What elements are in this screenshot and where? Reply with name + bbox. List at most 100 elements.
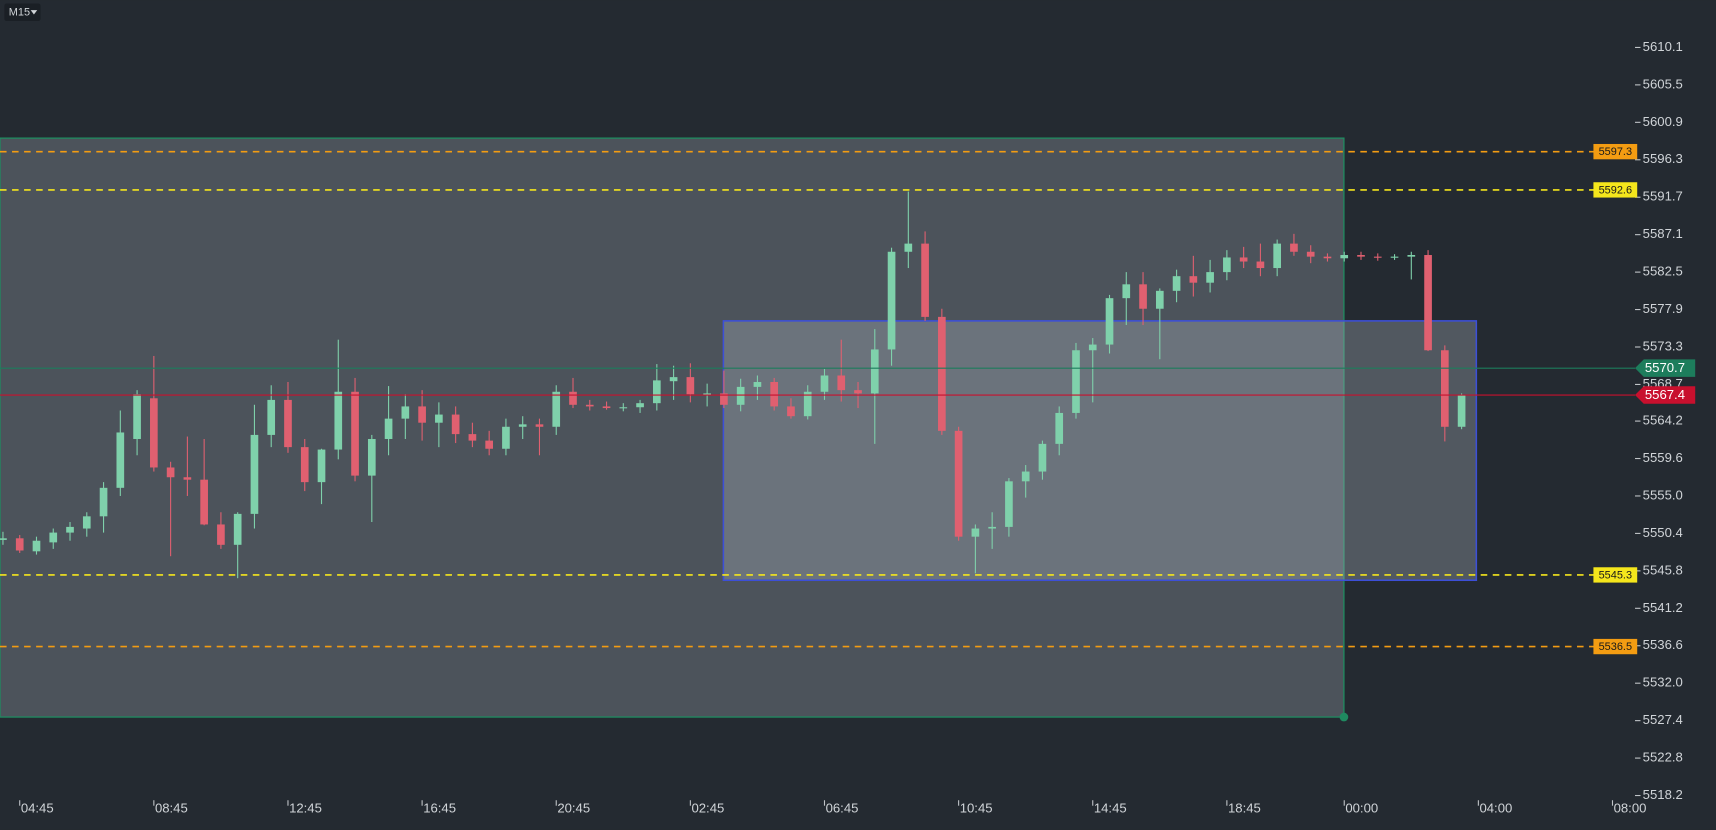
candle-body (787, 406, 795, 417)
x-tick-label: 04:00 (1479, 800, 1512, 815)
candle-body (686, 377, 695, 395)
candle-body (988, 526, 996, 529)
candle-body (669, 377, 678, 382)
y-tick-label: 5555.0 (1643, 487, 1683, 502)
candle-body (720, 393, 728, 405)
level-label-bg (1593, 182, 1638, 198)
x-tick-label: 20:45 (557, 800, 590, 815)
candle-body (1189, 276, 1198, 283)
price-marker-bg (1635, 359, 1696, 377)
candle-body (1206, 272, 1214, 283)
candle-body (904, 243, 913, 252)
candle-body (401, 406, 410, 419)
candle-body (585, 404, 594, 407)
candle-body (619, 407, 628, 409)
candle-body (233, 513, 242, 545)
y-tick-label: 5559.6 (1643, 450, 1683, 465)
candle-body (1105, 298, 1114, 345)
candle-body (334, 391, 343, 450)
candle-body (1323, 256, 1332, 259)
candle-body (703, 393, 711, 395)
y-tick-label: 5550.4 (1643, 525, 1683, 540)
candle-body (1172, 276, 1181, 291)
candle-body (0, 538, 7, 540)
candle-body (99, 487, 108, 517)
candle-body (1038, 443, 1047, 472)
candle-body (1139, 284, 1147, 309)
candle-body (636, 403, 644, 408)
candle-body (1290, 243, 1298, 252)
timeframe-button[interactable]: M15 (4, 3, 41, 22)
candle-body (1407, 255, 1416, 257)
x-tick-label: 12:45 (289, 800, 322, 815)
x-tick-label: 04:45 (21, 800, 54, 815)
candle-body (887, 251, 896, 350)
candle-body (652, 380, 661, 404)
candle-body (183, 477, 192, 480)
y-tick-label: 5573.3 (1643, 338, 1683, 353)
x-tick-label: 00:00 (1345, 800, 1378, 815)
y-tick-label: 5545.8 (1643, 562, 1683, 577)
candle-body (15, 538, 24, 551)
dropdown-arrow[interactable] (30, 10, 38, 15)
candle-body (317, 449, 326, 483)
level-label: 5545.3 (1599, 569, 1632, 581)
candle-body (1223, 257, 1231, 273)
candle-body (552, 391, 561, 427)
candle-body (267, 399, 276, 435)
candle-body (938, 316, 946, 431)
y-tick-label: 5527.4 (1643, 712, 1683, 727)
candle-body (854, 390, 862, 394)
candle-body (468, 434, 477, 441)
candle-body (803, 391, 812, 417)
candle-body (200, 479, 208, 525)
candle-body (250, 434, 259, 514)
candle-body (770, 382, 779, 407)
candle-body (602, 406, 611, 409)
candle-body (971, 528, 980, 537)
timeframe-bg[interactable] (4, 3, 41, 22)
candle-body (485, 440, 493, 449)
candle-body (921, 243, 929, 317)
selection-box (722, 320, 1478, 582)
candle-body (217, 524, 225, 545)
y-tick-label: 5522.8 (1643, 750, 1683, 765)
y-tick-label: 5518.2 (1643, 787, 1683, 802)
y-tick-label: 5610.1 (1643, 39, 1683, 54)
candle-body (1357, 255, 1365, 257)
candle-body (1457, 395, 1466, 427)
candle-body (502, 426, 510, 449)
plot-layer: 5518.2 5522.8 5527.4 5532.0 5536.6 5541.2 5545… (0, 39, 1696, 815)
x-tick-label: 08:45 (155, 800, 188, 815)
timeframe-label[interactable]: M15 (9, 7, 30, 19)
candle-body (435, 414, 443, 423)
candle-body (1390, 256, 1399, 258)
y-tick-label: 5532.0 (1643, 675, 1683, 690)
x-tick-label: 02:45 (691, 800, 724, 815)
y-tick-label: 5582.5 (1643, 264, 1683, 279)
price-marker-label: 5570.7 (1645, 360, 1685, 375)
y-tick-label: 5605.5 (1643, 76, 1683, 91)
range-box (0, 137, 1345, 718)
level-label-bg (1593, 143, 1638, 160)
candle-body (1055, 412, 1064, 444)
candle-body (166, 467, 175, 478)
candle-body (1122, 284, 1131, 299)
candle-body (150, 398, 158, 468)
x-tick-label: 14:45 (1094, 800, 1127, 815)
y-tick-label: 5577.9 (1643, 301, 1683, 316)
x-tick-label: 10:45 (960, 800, 993, 815)
candle-body (367, 438, 376, 476)
candle-body (820, 375, 829, 392)
candle-body (753, 382, 762, 387)
candle-body (82, 516, 91, 529)
candle-body (418, 406, 426, 423)
level-label: 5536.5 (1599, 641, 1632, 653)
candle-body (1239, 257, 1248, 262)
candle-body (1273, 243, 1282, 269)
candle-body (736, 386, 745, 405)
level-label: 5597.3 (1599, 146, 1632, 158)
candle-body (351, 391, 359, 476)
box-handle (1339, 712, 1349, 722)
